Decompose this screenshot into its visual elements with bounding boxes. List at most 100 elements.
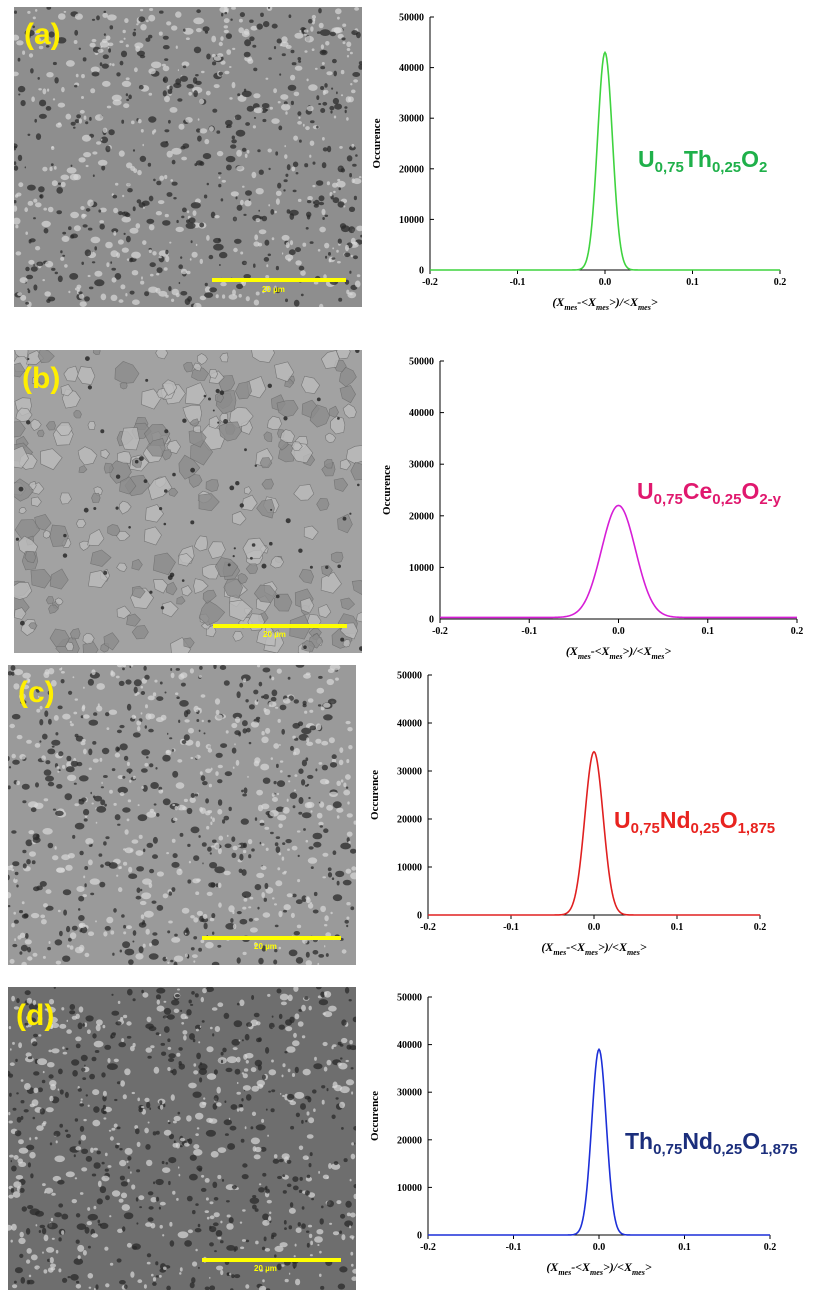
pore-mark <box>306 1174 311 1179</box>
pore-mark <box>309 565 313 569</box>
pore-mark <box>100 136 109 144</box>
grain-mark <box>281 1074 284 1078</box>
grain-mark <box>30 1254 38 1261</box>
pore-mark <box>48 604 59 614</box>
grain-mark <box>320 571 342 594</box>
pore-mark <box>196 9 201 14</box>
grain-mark <box>189 668 194 674</box>
pore-mark <box>116 729 122 734</box>
pore-mark <box>284 1227 287 1230</box>
pore-mark <box>78 895 85 902</box>
pore-mark <box>241 789 244 793</box>
grain-mark <box>142 206 145 209</box>
pore-mark <box>312 1089 317 1094</box>
pore-mark <box>59 1089 64 1095</box>
grain-mark <box>349 292 353 296</box>
grain-mark <box>174 806 178 811</box>
pore-mark <box>49 1142 53 1146</box>
pore-mark <box>132 585 146 599</box>
grain-mark <box>185 37 190 40</box>
pore-mark <box>321 764 328 771</box>
pore-mark <box>262 777 271 784</box>
pore-mark <box>271 1089 276 1093</box>
pore-mark <box>162 78 166 82</box>
y-tick-label: 40000 <box>397 719 422 730</box>
pore-mark <box>195 1203 199 1206</box>
pore-mark <box>29 238 36 243</box>
grain-mark <box>41 1122 46 1127</box>
grain-mark <box>171 298 175 302</box>
grain-mark <box>202 913 208 920</box>
grain-mark <box>240 199 244 206</box>
grain-mark <box>306 1134 314 1139</box>
grain-mark <box>326 1059 332 1066</box>
pore-mark <box>350 906 355 911</box>
pore-mark <box>108 48 111 53</box>
pore-mark <box>188 999 192 1004</box>
grain-mark <box>302 1068 311 1076</box>
pore-mark <box>92 741 97 745</box>
pore-mark <box>168 1133 175 1140</box>
pore-mark <box>168 1058 175 1062</box>
grain-mark <box>315 723 322 731</box>
grain-mark <box>303 33 307 36</box>
grain-mark <box>308 84 318 91</box>
grain-mark <box>289 240 294 246</box>
grain-mark <box>93 1205 97 1210</box>
grain-mark <box>61 86 65 93</box>
pore-mark <box>174 933 178 937</box>
pore-mark <box>203 732 206 735</box>
pore-mark <box>236 204 243 211</box>
pore-mark <box>238 732 242 737</box>
formula-label-b: U0,75Ce0,25O2-y <box>637 478 781 508</box>
grain-mark <box>64 641 74 651</box>
grain-mark <box>338 759 344 766</box>
grain-mark <box>336 1200 342 1205</box>
grain-mark <box>148 68 156 75</box>
pore-mark <box>97 1219 101 1224</box>
grain-mark <box>102 1090 107 1097</box>
grain-mark <box>43 798 49 802</box>
grain-mark <box>25 1052 32 1057</box>
pore-mark <box>159 10 164 14</box>
grain-mark <box>311 48 315 51</box>
pore-mark <box>62 231 67 235</box>
pore-mark <box>213 243 224 251</box>
grain-mark <box>116 451 132 464</box>
pore-mark <box>12 943 18 948</box>
pore-mark <box>262 118 267 123</box>
grain-mark <box>149 808 155 813</box>
pore-mark <box>99 62 103 67</box>
pore-mark <box>70 1274 79 1281</box>
grain-mark <box>347 801 350 805</box>
pore-mark <box>33 1033 38 1038</box>
grain-mark <box>42 1251 44 1254</box>
pore-mark <box>49 568 69 590</box>
y-tick-label: 50000 <box>397 993 422 1004</box>
grain-mark <box>181 1022 185 1025</box>
grain-mark <box>236 149 243 157</box>
grain-mark <box>214 1026 221 1032</box>
grain-mark <box>61 235 70 242</box>
pore-mark <box>276 988 282 994</box>
grain-mark <box>242 185 245 188</box>
grain-mark <box>246 149 250 154</box>
grain-mark <box>16 734 23 740</box>
grain-mark <box>99 220 104 224</box>
grain-mark <box>48 998 55 1005</box>
grain-mark <box>167 1067 171 1071</box>
grain-mark <box>343 782 347 788</box>
pore-mark <box>138 1107 143 1113</box>
grain-mark <box>304 710 308 714</box>
grain-mark <box>60 667 63 670</box>
grain-mark <box>132 299 140 306</box>
grain-mark <box>94 270 103 277</box>
grain-mark <box>162 893 169 899</box>
grain-mark <box>83 686 85 689</box>
grain-mark <box>48 1049 52 1053</box>
grain-mark <box>146 19 149 23</box>
grain-mark <box>56 766 60 769</box>
grain-mark <box>332 1044 337 1047</box>
pore-mark <box>110 1032 116 1039</box>
grain-mark <box>175 1142 180 1149</box>
